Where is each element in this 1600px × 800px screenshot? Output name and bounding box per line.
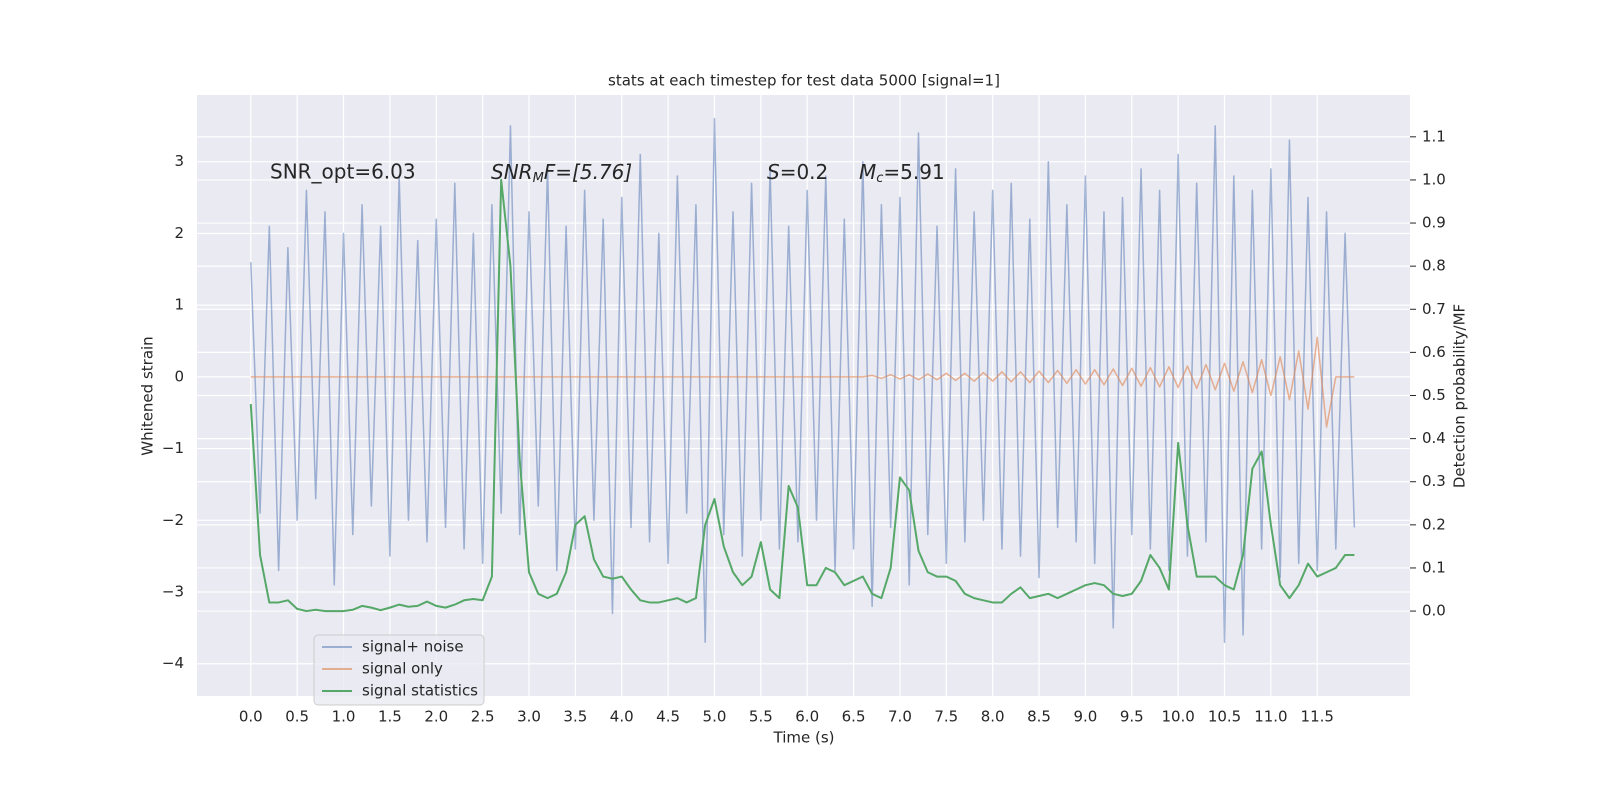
y-tick-label: 2 xyxy=(174,224,184,242)
y2-tick-label: 0.1 xyxy=(1422,558,1446,576)
x-tick-label: 3.5 xyxy=(563,708,587,726)
chart-title: stats at each timestep for test data 500… xyxy=(608,72,1000,90)
legend-label: signal only xyxy=(362,660,443,678)
annotation-part: SNR xyxy=(491,160,533,184)
x-tick-label: 8.5 xyxy=(1027,708,1051,726)
annotation-part: M xyxy=(859,160,876,184)
y2-tick-label: 0.4 xyxy=(1422,429,1446,447)
marks xyxy=(249,117,1356,643)
y2-tick-label: 0.2 xyxy=(1422,515,1446,533)
annotation-part: =5.91 xyxy=(883,160,944,184)
annotation: Mc=5.91 xyxy=(859,160,945,186)
x-tick-label: 5.0 xyxy=(703,708,727,726)
y-tick-label: −4 xyxy=(162,654,184,672)
x-tick-label: 1.5 xyxy=(378,708,402,726)
y2-tick-label: 0.7 xyxy=(1422,300,1446,318)
x-tick-label: 11.0 xyxy=(1254,708,1287,726)
annotation: SNR_opt=6.03 xyxy=(270,160,416,184)
x-tick-label: 8.0 xyxy=(981,708,1005,726)
annotation-part: =0.2 xyxy=(780,160,829,184)
x-tick-label: 0.0 xyxy=(239,708,263,726)
legend-label: signal statistics xyxy=(362,682,478,700)
y-tick-label: 1 xyxy=(174,296,184,314)
x-tick-label: 2.0 xyxy=(424,708,448,726)
x-tick-label: 7.0 xyxy=(888,708,912,726)
y2-tick-label: 0.3 xyxy=(1422,472,1446,490)
y2-tick-label: 0.6 xyxy=(1422,343,1446,361)
annotation-part: F=[5.76] xyxy=(544,160,632,184)
annotation: SNRMF=[5.76] xyxy=(491,160,632,186)
legend-box xyxy=(313,634,485,706)
x-tick-label: 9.5 xyxy=(1120,708,1144,726)
x-tick-label: 0.5 xyxy=(285,708,309,726)
y2-axis-label: Detection probability/MF xyxy=(1451,304,1469,488)
y-tick-label: −2 xyxy=(162,511,184,529)
annotation-sub: M xyxy=(533,171,544,186)
annotation-part: S xyxy=(767,160,780,184)
y-tick-label: −3 xyxy=(162,583,184,601)
x-tick-label: 5.5 xyxy=(749,708,773,726)
y2-tick-label: 0.5 xyxy=(1422,386,1446,404)
x-tick-label: 6.5 xyxy=(842,708,866,726)
x-axis-label: Time (s) xyxy=(773,729,835,747)
y2-tick-label: 0.9 xyxy=(1422,214,1446,232)
y-tick-label: 0 xyxy=(174,367,184,385)
series-line xyxy=(250,336,1355,428)
x-tick-label: 1.0 xyxy=(332,708,356,726)
y2-tick-label: 1.0 xyxy=(1422,170,1446,188)
x-tick-label: 10.5 xyxy=(1208,708,1241,726)
y2-tick-label: 1.1 xyxy=(1422,127,1446,145)
x-tick-label: 3.0 xyxy=(517,708,541,726)
annotation: S=0.2 xyxy=(767,160,828,184)
x-tick-label: 2.5 xyxy=(471,708,495,726)
annotation-sub: c xyxy=(876,171,883,186)
y-tick-label: 3 xyxy=(174,152,184,170)
x-tick-label: 6.0 xyxy=(795,708,819,726)
legend: signal+ noise signal only signal statistic… xyxy=(313,634,485,706)
x-tick-label: 4.0 xyxy=(610,708,634,726)
legend-label: signal+ noise xyxy=(362,638,464,656)
x-tick-label: 4.5 xyxy=(656,708,680,726)
series-line xyxy=(250,117,1356,643)
y-axis-label: Whitened strain xyxy=(139,336,157,455)
x-tick-label: 10.0 xyxy=(1161,708,1194,726)
y-tick-label: −1 xyxy=(162,439,184,457)
y2-tick-label: 0.0 xyxy=(1422,602,1446,620)
x-tick-label: 11.5 xyxy=(1301,708,1334,726)
series-line xyxy=(249,178,1355,613)
x-tick-label: 9.0 xyxy=(1073,708,1097,726)
y2-tick-label: 0.8 xyxy=(1422,257,1446,275)
x-tick-label: 7.5 xyxy=(934,708,958,726)
